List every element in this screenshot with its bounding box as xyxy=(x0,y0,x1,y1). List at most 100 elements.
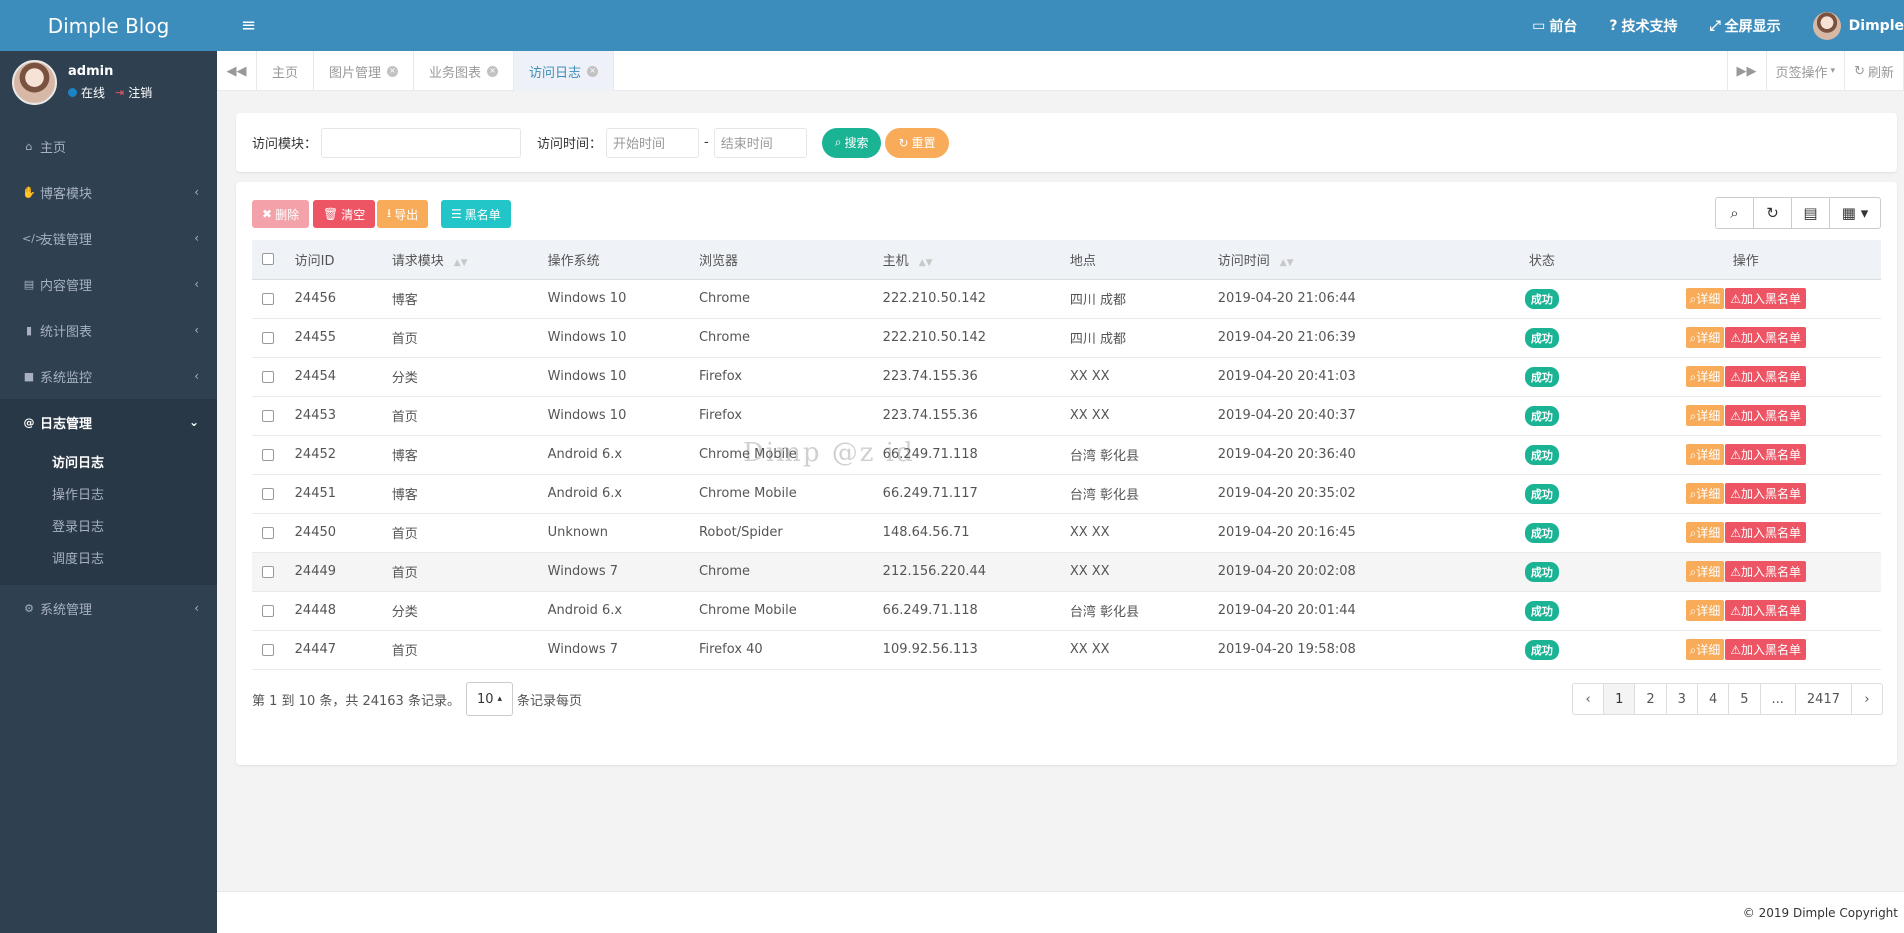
refresh-tab-button[interactable]: ↻ 刷新 xyxy=(1845,51,1904,91)
close-tab-icon[interactable]: × xyxy=(587,65,599,77)
page-tab[interactable]: 业务图表 × xyxy=(414,51,515,91)
user-menu[interactable]: Dimple xyxy=(1812,11,1904,40)
reset-button[interactable]: ↻ 重置 xyxy=(885,127,949,158)
module-label: 访问模块： xyxy=(252,137,318,152)
column-header[interactable]: 访问时间 ▲▼ xyxy=(1209,240,1474,280)
sidebar-item-video[interactable]: ■ 系统监控 ‹ xyxy=(0,353,217,399)
add-blacklist-button[interactable]: ⚠加入黑名单 xyxy=(1725,327,1807,348)
start-time-input[interactable]: 开始时间 xyxy=(606,127,700,158)
page-button[interactable]: 5 xyxy=(1728,683,1761,715)
page-size-select[interactable]: 10 ▴ xyxy=(465,682,514,716)
table-search-icon[interactable]: ⌕ xyxy=(1715,197,1754,229)
column-header[interactable]: 主机 ▲▼ xyxy=(874,240,1062,280)
table-columns-icon[interactable]: ▦ ▾ xyxy=(1829,197,1881,229)
row-checkbox[interactable] xyxy=(262,292,274,305)
sidebar-subitem[interactable]: 调度日志 xyxy=(52,551,105,567)
sidebar-item-gear[interactable]: ⚙ 系统管理 ‹ xyxy=(0,585,217,631)
page-ops-dropdown[interactable]: 页签操作 ▾ xyxy=(1767,51,1846,91)
detail-button[interactable]: ⌕详细 xyxy=(1685,639,1725,660)
support-link[interactable]: ? 技术支持 xyxy=(1609,16,1677,36)
close-tab-icon[interactable]: × xyxy=(487,65,499,77)
row-checkbox[interactable] xyxy=(262,409,274,422)
page-button[interactable]: 2417 xyxy=(1794,683,1852,715)
search-icon: ⌕ xyxy=(1689,487,1697,501)
detail-button[interactable]: ⌕详细 xyxy=(1685,405,1725,426)
row-checkbox[interactable] xyxy=(262,370,274,383)
page-button[interactable]: 4 xyxy=(1696,683,1730,715)
table-cell: 首页 xyxy=(383,513,540,553)
page-button[interactable]: › xyxy=(1851,683,1883,715)
column-header[interactable]: 访问ID xyxy=(286,240,384,280)
menu-toggle-icon[interactable]: ≡ xyxy=(241,15,257,36)
close-tab-icon[interactable]: × xyxy=(387,65,399,77)
sidebar-subitem[interactable]: 登录日志 xyxy=(52,519,105,535)
search-button[interactable]: ⌕ 搜索 xyxy=(821,127,882,158)
add-blacklist-button[interactable]: ⚠加入黑名单 xyxy=(1725,444,1807,465)
sidebar-item-bar-chart[interactable]: ▮ 统计图表 ‹ xyxy=(0,307,217,353)
search-icon: ⌕ xyxy=(1689,370,1697,384)
column-header-label: 地点 xyxy=(1069,253,1096,269)
table-cell: XX XX xyxy=(1061,357,1210,397)
warning-icon: ⚠ xyxy=(1730,526,1742,540)
add-blacklist-button[interactable]: ⚠加入黑名单 xyxy=(1725,639,1807,660)
detail-button[interactable]: ⌕详细 xyxy=(1685,561,1725,582)
app-logo[interactable]: Dimple Blog xyxy=(0,0,217,51)
module-input[interactable] xyxy=(321,127,522,158)
page-tab[interactable]: 主页 xyxy=(257,51,315,91)
page-tab[interactable]: 图片管理 × xyxy=(314,51,415,91)
detail-button[interactable]: ⌕详细 xyxy=(1685,288,1725,309)
blacklist-button[interactable]: ☰ 黑名单 xyxy=(441,200,511,228)
column-header[interactable]: 请求模块 ▲▼ xyxy=(383,240,540,280)
front-link[interactable]: ▭ 前台 xyxy=(1532,16,1577,36)
row-checkbox[interactable] xyxy=(262,565,274,578)
sidebar-item-hand[interactable]: ✋ 博客模块 ‹ xyxy=(0,169,217,215)
add-blacklist-button[interactable]: ⚠加入黑名单 xyxy=(1725,522,1807,543)
row-checkbox[interactable] xyxy=(262,604,274,617)
avatar[interactable] xyxy=(12,59,57,105)
add-blacklist-button[interactable]: ⚠加入黑名单 xyxy=(1725,405,1807,426)
detail-button[interactable]: ⌕详细 xyxy=(1685,522,1725,543)
row-checkbox[interactable] xyxy=(262,526,274,539)
end-time-input[interactable]: 结束时间 xyxy=(713,127,807,158)
page-button[interactable]: 1 xyxy=(1603,683,1636,715)
sidebar-item-code[interactable]: </> 友链管理 ‹ xyxy=(0,215,217,261)
page-button[interactable]: ‹ xyxy=(1572,683,1605,715)
table-refresh-icon[interactable]: ↻ xyxy=(1753,197,1792,229)
page-button[interactable]: 3 xyxy=(1665,683,1698,715)
tabs-scroll-right-icon[interactable]: ▶▶ xyxy=(1726,51,1767,91)
detail-button[interactable]: ⌕详细 xyxy=(1685,366,1725,387)
add-blacklist-button[interactable]: ⚠加入黑名单 xyxy=(1725,366,1807,387)
table-cell: 24454 xyxy=(286,357,384,397)
table-cell: 2019-04-20 21:06:39 xyxy=(1209,318,1474,358)
column-header-label: 请求模块 xyxy=(391,253,444,269)
table-toggle-view-icon[interactable]: ▤ xyxy=(1791,197,1830,229)
sidebar-subitem[interactable]: 操作日志 xyxy=(52,487,105,503)
detail-button[interactable]: ⌕详细 xyxy=(1685,483,1725,504)
logout-icon[interactable]: ⇥ xyxy=(115,85,125,99)
export-button[interactable]: ⭳ 导出 xyxy=(377,200,429,228)
add-blacklist-button[interactable]: ⚠加入黑名单 xyxy=(1725,561,1807,582)
detail-button[interactable]: ⌕详细 xyxy=(1685,327,1725,348)
row-checkbox[interactable] xyxy=(262,448,274,461)
add-blacklist-button[interactable]: ⚠加入黑名单 xyxy=(1725,483,1807,504)
page-button[interactable]: 2 xyxy=(1634,683,1667,715)
sidebar-item-at[interactable]: @ 日志管理 ⌄ xyxy=(0,399,217,445)
delete-button[interactable]: ✖ 删除 xyxy=(252,200,310,228)
detail-button[interactable]: ⌕详细 xyxy=(1685,444,1725,465)
select-all-checkbox[interactable] xyxy=(262,253,274,266)
sidebar-item-home[interactable]: ⌂ 主页 xyxy=(0,123,217,169)
sidebar-item-archive[interactable]: ▤ 内容管理 ‹ xyxy=(0,261,217,307)
detail-label: 详细 xyxy=(1696,643,1721,657)
sidebar-subitem[interactable]: 访问日志 xyxy=(52,455,105,471)
tabs-scroll-left-icon[interactable]: ◀◀ xyxy=(217,51,257,91)
logout-link[interactable]: 注销 xyxy=(128,85,153,100)
clear-button[interactable]: 🗑 清空 xyxy=(313,200,376,228)
add-blacklist-button[interactable]: ⚠加入黑名单 xyxy=(1725,600,1807,621)
detail-button[interactable]: ⌕详细 xyxy=(1685,600,1725,621)
page-tab[interactable]: 访问日志 × xyxy=(514,51,615,91)
row-checkbox[interactable] xyxy=(262,643,274,656)
row-checkbox[interactable] xyxy=(262,331,274,344)
row-checkbox[interactable] xyxy=(262,487,274,500)
fullscreen-link[interactable]: ⤢ 全屏显示 xyxy=(1709,16,1780,36)
add-blacklist-button[interactable]: ⚠加入黑名单 xyxy=(1725,288,1807,309)
